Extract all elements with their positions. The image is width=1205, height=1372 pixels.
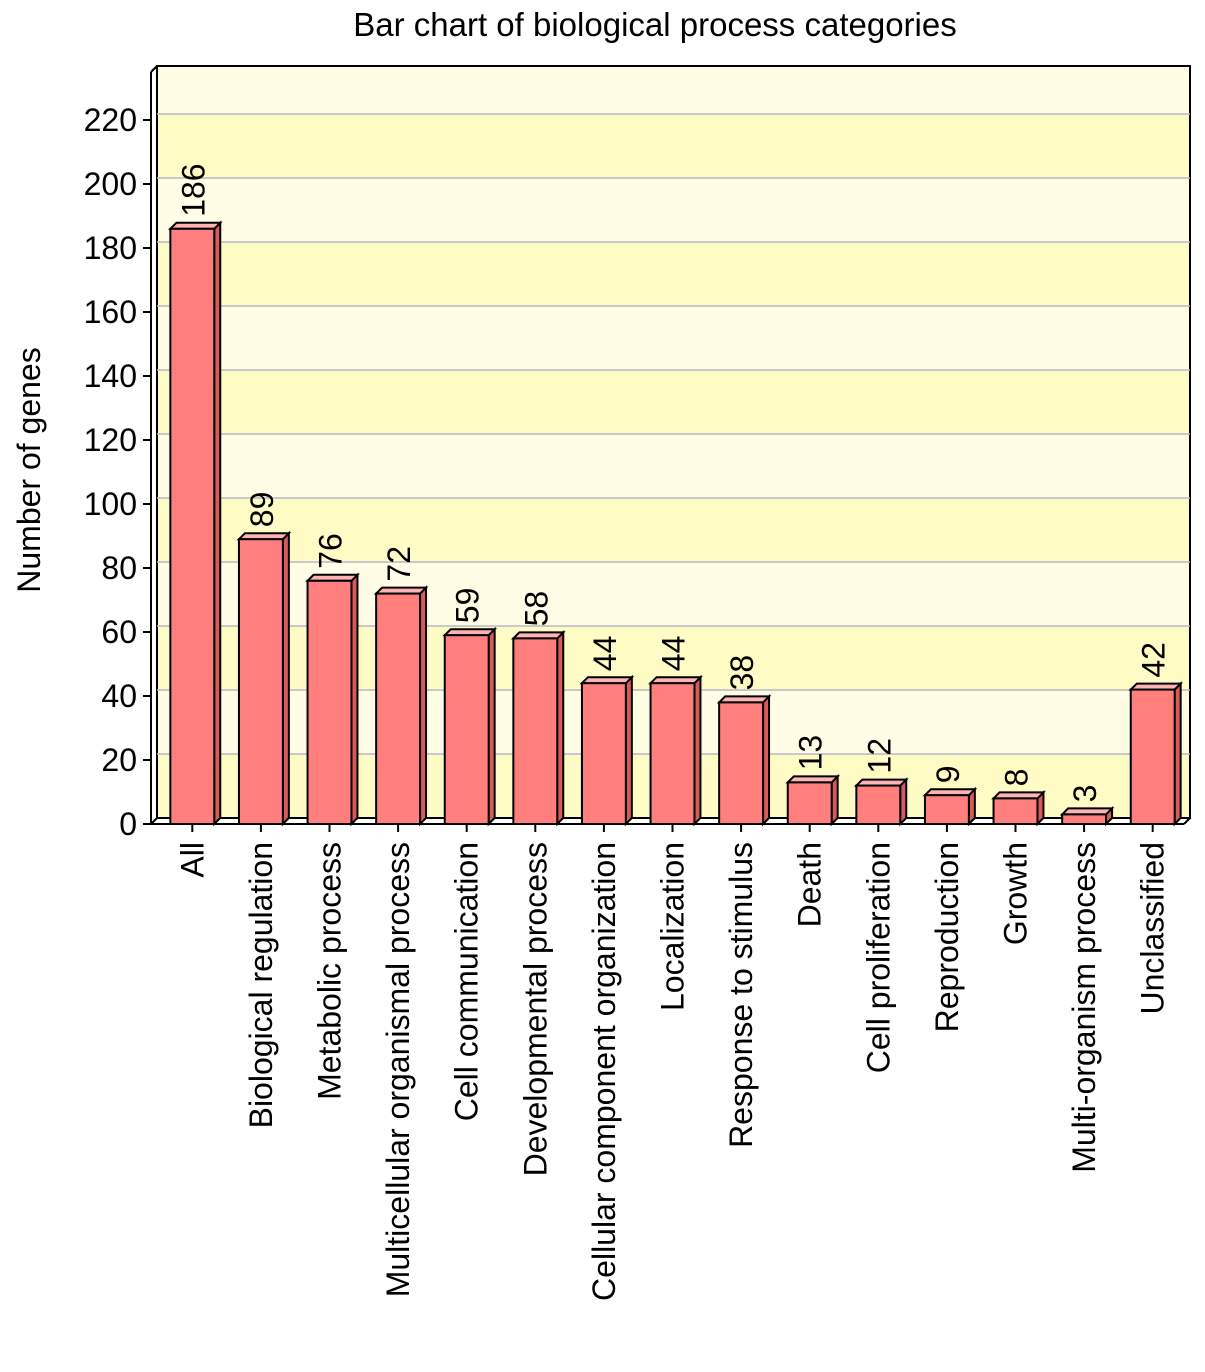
x-tick-label: Growth xyxy=(998,842,1034,945)
y-tick-label: 140 xyxy=(84,358,137,394)
y-tick-label: 120 xyxy=(84,422,137,458)
data-label: 89 xyxy=(244,492,280,528)
bar xyxy=(648,674,703,827)
bar-front xyxy=(580,682,627,826)
y-tick-label: 200 xyxy=(84,166,137,202)
data-label: 9 xyxy=(930,765,966,783)
bar xyxy=(305,572,360,827)
axis-corner xyxy=(150,65,158,73)
bar xyxy=(1059,805,1115,827)
data-label: 38 xyxy=(724,655,760,691)
data-label: 186 xyxy=(175,163,211,216)
x-tick-label: All xyxy=(174,842,210,878)
y-tick-label: 160 xyxy=(84,294,137,330)
bar xyxy=(716,693,772,827)
bar-front xyxy=(718,701,765,826)
y-tick-label: 0 xyxy=(119,806,137,842)
x-tick-label: Unclassified xyxy=(1135,842,1171,1015)
x-tick-label: Metabolic process xyxy=(312,842,348,1100)
data-label: 8 xyxy=(999,769,1035,787)
bar-front xyxy=(992,797,1039,826)
bar-front xyxy=(1129,688,1176,825)
x-tick-label: Cellular component organization xyxy=(586,842,622,1301)
y-tick-label: 60 xyxy=(101,614,137,650)
y-tick-label: 80 xyxy=(101,550,137,586)
bar-front xyxy=(169,227,216,826)
y-tick-label: 40 xyxy=(101,678,137,714)
background-band xyxy=(157,66,1190,114)
background-band xyxy=(157,370,1190,434)
background-band xyxy=(157,178,1190,242)
background-band xyxy=(157,242,1190,306)
bar-front xyxy=(786,781,833,826)
data-label: 3 xyxy=(1067,785,1103,803)
y-axis-label: Number of genes xyxy=(11,347,47,592)
bar xyxy=(167,220,223,827)
bar-front xyxy=(375,592,422,825)
x-tick-label: Developmental process xyxy=(517,842,553,1176)
background-band xyxy=(157,114,1190,178)
x-tick-label: Biological regulation xyxy=(243,842,279,1128)
x-tick-label: Response to stimulus xyxy=(723,842,759,1148)
x-tick-label: Multicellular organismal process xyxy=(380,842,416,1297)
y-tick-label: 100 xyxy=(84,486,137,522)
background-band xyxy=(157,498,1190,562)
data-label: 12 xyxy=(861,738,897,774)
bar xyxy=(236,530,292,827)
data-label: 76 xyxy=(313,533,349,569)
data-label: 44 xyxy=(587,636,623,672)
data-label: 58 xyxy=(518,591,554,627)
bar xyxy=(373,585,429,827)
bar xyxy=(785,773,841,827)
bar-front xyxy=(923,794,970,826)
x-tick-label: Cell communication xyxy=(449,842,485,1121)
x-tick-label: Multi-organism process xyxy=(1066,842,1102,1173)
bar-front xyxy=(306,579,353,825)
data-label: 13 xyxy=(793,735,829,771)
x-tick-label: Reproduction xyxy=(929,842,965,1032)
bar xyxy=(579,674,635,827)
x-tick-label: Death xyxy=(792,842,828,927)
bar xyxy=(991,789,1046,827)
y-tick-label: 220 xyxy=(84,102,137,138)
plot-area: 020406080100120140160180200220186All89Bi… xyxy=(84,65,1191,1301)
axis-corner xyxy=(150,817,158,825)
bar-front xyxy=(512,637,559,826)
bar xyxy=(853,777,909,827)
data-label: 59 xyxy=(450,588,486,624)
chart-title: Bar chart of biological process categori… xyxy=(353,6,956,43)
bar-front xyxy=(1061,813,1108,826)
background-band xyxy=(157,434,1190,498)
axis-corner xyxy=(1183,817,1191,825)
background-band xyxy=(157,306,1190,370)
bar xyxy=(922,786,978,827)
bar-front xyxy=(649,682,696,826)
bar xyxy=(1128,681,1184,827)
bar xyxy=(442,626,498,827)
bar xyxy=(510,629,566,827)
y-tick-label: 180 xyxy=(84,230,137,266)
x-tick-label: Cell proliferation xyxy=(860,842,896,1073)
data-label: 42 xyxy=(1136,642,1172,678)
x-tick-label: Localization xyxy=(655,842,691,1011)
y-tick-label: 20 xyxy=(101,742,137,778)
bar-front xyxy=(855,784,902,825)
data-label: 44 xyxy=(656,636,692,672)
data-label: 72 xyxy=(381,546,417,582)
bar-front xyxy=(443,634,490,826)
bar-front xyxy=(237,538,284,825)
